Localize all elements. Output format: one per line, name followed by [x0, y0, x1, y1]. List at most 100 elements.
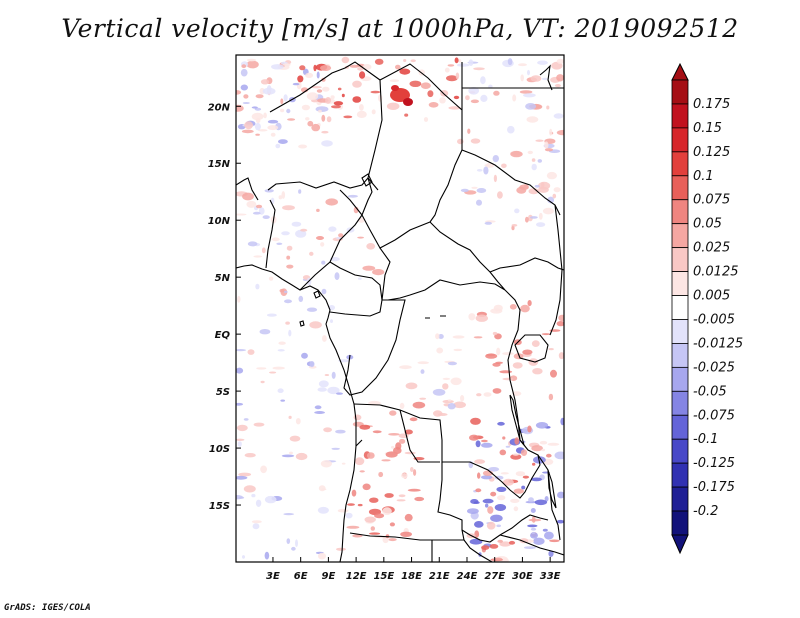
velocity-patch [514, 208, 520, 214]
colorbar-label: 0.05 [693, 217, 722, 232]
map-frame [235, 54, 565, 563]
velocity-patch [475, 488, 482, 493]
velocity-patch [352, 534, 363, 538]
border-congo [343, 299, 406, 396]
lat-tick-label: 10S [209, 444, 230, 455]
colorbar: 0.175 0.15 0.125 0.1 0.075 0.05 0.025 0.0125 0.0… [671, 62, 743, 555]
velocity-patch [439, 97, 446, 104]
velocity-patch [323, 427, 332, 433]
velocity-patch [447, 361, 457, 366]
velocity-patch [372, 269, 385, 276]
velocity-patch [384, 493, 394, 498]
velocity-patch [246, 58, 257, 62]
velocity-patch [366, 452, 375, 459]
velocity-patch [493, 557, 503, 561]
velocity-patch [243, 485, 256, 493]
velocity-patch [236, 90, 242, 95]
border-chad-south [361, 214, 431, 249]
velocity-patch [558, 352, 564, 360]
velocity-patch [493, 90, 500, 96]
velocity-patch [533, 537, 545, 545]
velocity-patch [548, 393, 554, 401]
velocity-patch [496, 347, 501, 356]
velocity-patch [481, 439, 488, 443]
velocity-patch [532, 462, 536, 466]
velocity-patch [527, 425, 532, 433]
velocity-patch [395, 442, 402, 450]
velocity-patch [280, 98, 284, 105]
velocity-patch [446, 75, 458, 82]
velocity-patch [356, 110, 367, 118]
velocity-patch [436, 347, 444, 354]
velocity-patch [333, 101, 344, 106]
velocity-patch [354, 457, 365, 466]
velocity-patch [246, 200, 257, 208]
velocity-patch [278, 139, 288, 145]
velocity-patch [321, 140, 333, 147]
velocity-patch [557, 491, 564, 499]
velocity-patch [352, 80, 362, 88]
velocity-patch [283, 63, 291, 67]
velocity-patch [260, 465, 267, 474]
map-plot-area: 20N 15N 10N 5N EQ 5S 10S 15S 3E 6E 9E 12E 15E 18E 21E… [208, 54, 565, 582]
velocity-patch [278, 341, 286, 345]
velocity-patch [499, 541, 512, 547]
velocity-patch [357, 67, 364, 71]
velocity-patch [544, 148, 554, 152]
velocity-patch [502, 436, 506, 440]
border-namibia [431, 539, 493, 562]
velocity-patch [547, 196, 555, 204]
border-sudan [461, 149, 561, 216]
velocity-patch [554, 84, 561, 88]
lat-tick-label: 5N [215, 273, 231, 284]
colorbar-swatch [671, 438, 689, 464]
velocity-patch [337, 508, 349, 513]
velocity-patch [544, 141, 549, 149]
velocity-patch [518, 63, 527, 67]
lon-tick-label: 33E [540, 571, 561, 582]
velocity-patch [468, 313, 476, 321]
velocity-patch [391, 445, 395, 449]
velocity-patch [538, 212, 543, 220]
colorbar-swatch [671, 295, 689, 320]
velocity-patch [552, 193, 557, 199]
velocity-patch [292, 82, 300, 86]
velocity-patch [470, 499, 479, 504]
velocity-patch [317, 506, 329, 514]
velocity-patch [497, 539, 504, 543]
velocity-patch [374, 58, 384, 65]
colorbar-bottom-arrow [671, 534, 689, 555]
velocity-patch [447, 399, 452, 402]
lon-tick-label: 18E [401, 571, 422, 582]
velocity-patch [510, 150, 523, 158]
velocity-patch [269, 371, 277, 374]
velocity-patch [267, 119, 279, 124]
velocity-patch [546, 105, 550, 110]
footer-credit: GrADS: IGES/COLA [4, 603, 91, 613]
velocity-patch [370, 526, 375, 531]
velocity-patch [286, 538, 291, 544]
velocity-patch [477, 472, 481, 479]
velocity-patch [386, 102, 400, 111]
colorbar-swatch [671, 486, 689, 512]
velocity-patch [321, 288, 327, 295]
velocity-patch [251, 493, 256, 498]
colorbar-label: 0.125 [693, 145, 730, 160]
velocity-patch [237, 295, 241, 303]
velocity-patch [484, 221, 492, 225]
velocity-patch [362, 64, 372, 70]
lon-tick-label: 30E [512, 571, 533, 582]
velocity-patch [314, 405, 322, 410]
velocity-patch [502, 352, 514, 356]
colorbar-label: -0.075 [693, 408, 735, 423]
velocity-patch [454, 57, 459, 64]
velocity-patch [314, 411, 325, 414]
velocity-patch [476, 393, 482, 397]
velocity-patch [531, 158, 536, 162]
velocity-patch [264, 551, 270, 560]
velocity-patch [560, 417, 564, 426]
velocity-patch [281, 191, 286, 199]
velocity-patch [255, 499, 262, 507]
colorbar-label: 0.15 [693, 121, 722, 136]
velocity-patch [496, 486, 507, 492]
